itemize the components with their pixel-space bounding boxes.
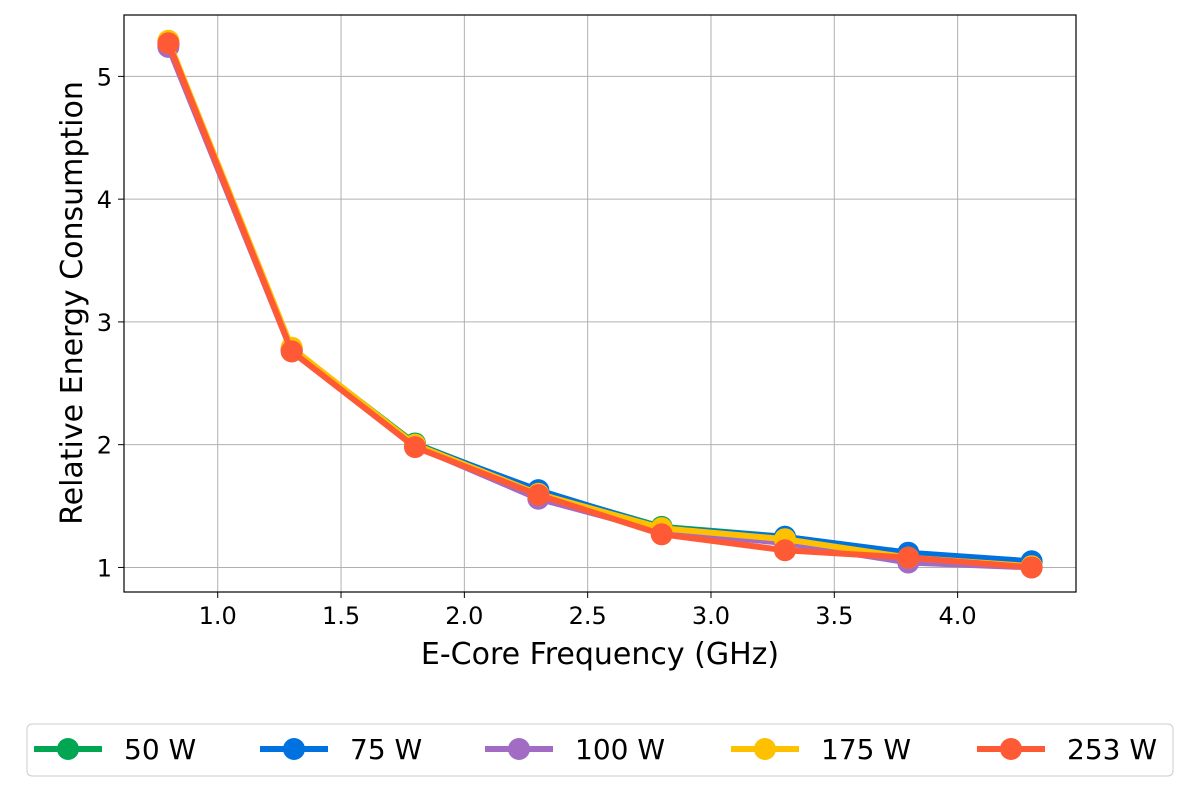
y-tick-label: 3 xyxy=(97,309,112,337)
data-point-253w xyxy=(650,523,673,546)
legend-label: 50 W xyxy=(124,733,196,766)
series-100w xyxy=(157,35,1043,579)
y-tick-label: 5 xyxy=(97,63,112,91)
data-point-253w xyxy=(1020,556,1043,579)
data-point-253w xyxy=(404,436,427,459)
series-75w xyxy=(157,33,1043,573)
legend-marker xyxy=(1000,738,1022,760)
legend-item-175w: 175 W xyxy=(731,733,911,766)
x-tick-label: 2.0 xyxy=(445,602,483,630)
legend-item-100w: 100 W xyxy=(485,733,665,766)
y-tick-label: 4 xyxy=(97,186,112,214)
series-line-253w xyxy=(165,40,1035,571)
series-line-75w xyxy=(165,41,1035,565)
ticks: 1.0 1.5 2.0 2.5 3.0 3.5 4.0 1 2 3 4 5 xyxy=(97,63,977,630)
legend-item-50w: 50 W xyxy=(34,733,196,766)
legend-frame xyxy=(26,723,1174,777)
legend-marker xyxy=(57,738,79,760)
y-tick-label: 1 xyxy=(97,554,112,582)
legend-item-75w: 75 W xyxy=(260,733,422,766)
series-line-50w xyxy=(165,40,1035,566)
x-tick-label: 3.5 xyxy=(815,602,853,630)
legend-label: 100 W xyxy=(575,733,665,766)
legend-marker xyxy=(754,738,776,760)
data-point-253w xyxy=(157,32,180,55)
data-point-253w xyxy=(773,539,796,562)
x-tick-label: 4.0 xyxy=(939,602,977,630)
legend-label: 253 W xyxy=(1067,733,1157,766)
grid xyxy=(124,15,1076,592)
y-axis-title: Relative Energy Consumption xyxy=(55,81,90,525)
data-point-253w xyxy=(527,484,550,507)
series-50w xyxy=(157,32,1043,574)
data-point-253w xyxy=(897,546,920,569)
legend-marker xyxy=(508,738,530,760)
y-tick-label: 2 xyxy=(97,432,112,460)
x-tick-label: 1.0 xyxy=(199,602,237,630)
legend-item-253w: 253 W xyxy=(977,733,1157,766)
x-tick-label: 1.5 xyxy=(322,602,360,630)
x-axis-title: E-Core Frequency (GHz) xyxy=(421,637,779,672)
series-layer xyxy=(157,29,1043,579)
series-line-175w xyxy=(165,37,1035,570)
series-175w xyxy=(157,29,1043,578)
series-253w xyxy=(157,32,1043,579)
legend: 50 W 75 W 100 W 175 W 253 W xyxy=(26,723,1174,777)
legend-label: 75 W xyxy=(350,733,422,766)
x-tick-label: 3.0 xyxy=(692,602,730,630)
plot-frame xyxy=(123,14,1077,593)
legend-marker xyxy=(283,738,305,760)
series-line-100w xyxy=(165,43,1035,571)
x-tick-label: 2.5 xyxy=(569,602,607,630)
legend-label: 175 W xyxy=(821,733,911,766)
data-point-253w xyxy=(280,340,303,363)
